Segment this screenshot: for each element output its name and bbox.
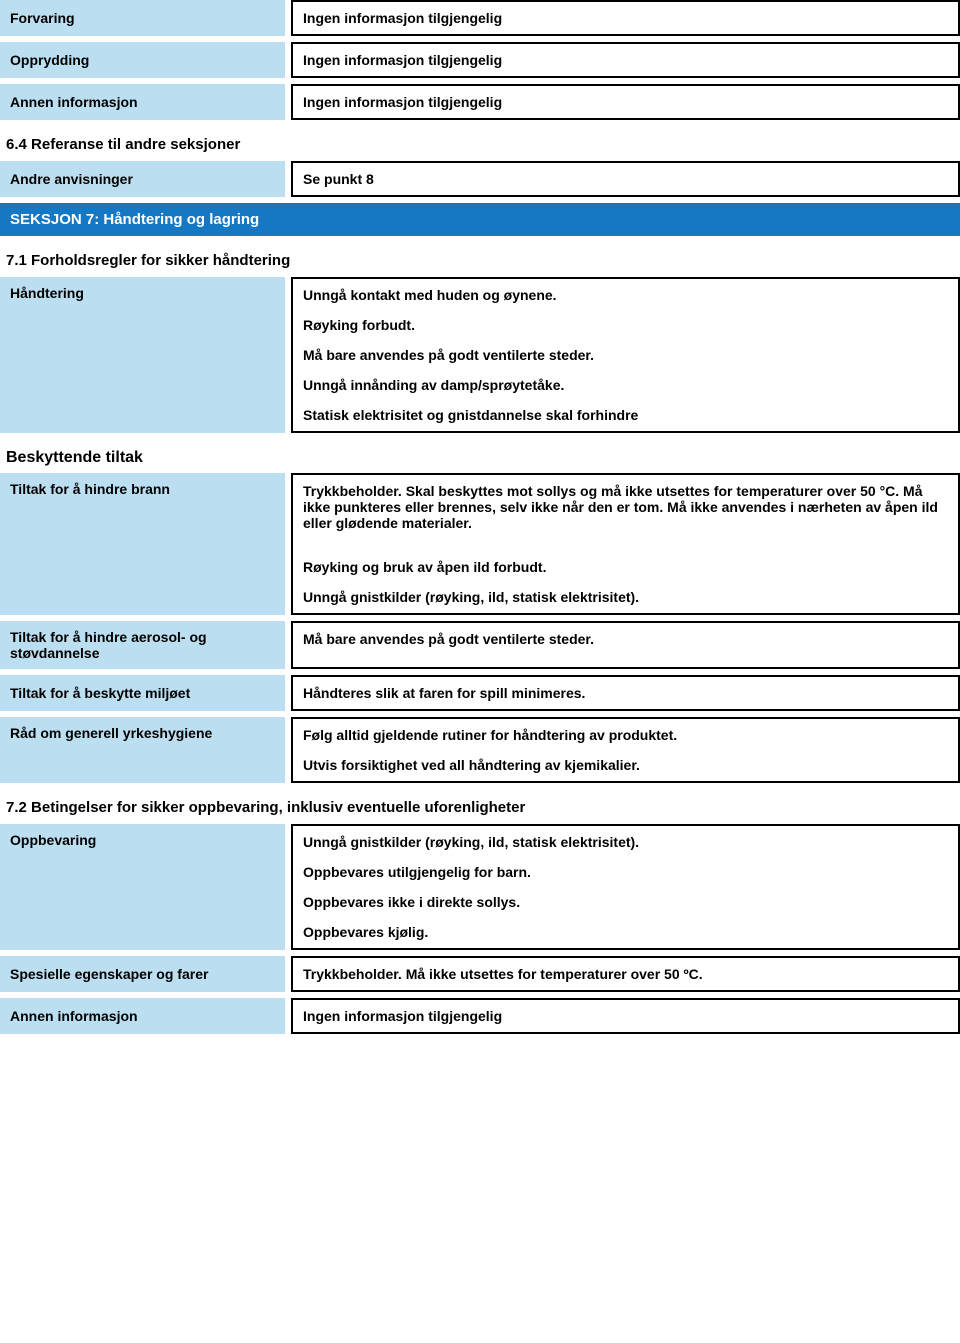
value-handtering: Unngå kontakt med huden og øynene. Røyki… — [291, 277, 960, 433]
brann-line-3: Unngå gnistkilder (røyking, ild, statisk… — [303, 589, 948, 605]
label-brann: Tiltak for å hindre brann — [0, 473, 285, 615]
label-annen-informasjon: Annen informasjon — [0, 84, 285, 120]
value-brann: Trykkbeholder. Skal beskyttes mot sollys… — [291, 473, 960, 615]
oppbevaring-line-1: Unngå gnistkilder (røyking, ild, statisk… — [303, 834, 948, 850]
handtering-line-2: Røyking forbudt. — [303, 317, 948, 333]
row-handtering: Håndtering Unngå kontakt med huden og øy… — [0, 277, 960, 433]
row-aerosol: Tiltak for å hindre aerosol- og støvdann… — [0, 621, 960, 669]
heading-beskyttende-tiltak: Beskyttende tiltak — [0, 439, 960, 473]
brann-line-1: Trykkbeholder. Skal beskyttes mot sollys… — [303, 483, 948, 531]
hygiene-line-2: Utvis forsiktighet ved all håndtering av… — [303, 757, 948, 773]
value-hygiene: Følg alltid gjeldende rutiner for håndte… — [291, 717, 960, 783]
handtering-line-5: Statisk elektrisitet og gnistdannelse sk… — [303, 407, 948, 423]
row-forvaring: Forvaring Ingen informasjon tilgjengelig — [0, 0, 960, 36]
label-miljo: Tiltak for å beskytte miljøet — [0, 675, 285, 711]
handtering-line-4: Unngå innånding av damp/sprøytetåke. — [303, 377, 948, 393]
value-aerosol: Må bare anvendes på godt ventilerte sted… — [291, 621, 960, 669]
oppbevaring-line-3: Oppbevares ikke i direkte sollys. — [303, 894, 948, 910]
label-andre-anvisninger: Andre anvisninger — [0, 161, 285, 197]
heading-6-4: 6.4 Referanse til andre seksjoner — [0, 126, 960, 161]
row-hygiene: Råd om generell yrkeshygiene Følg alltid… — [0, 717, 960, 783]
heading-7-1: 7.1 Forholdsregler for sikker håndtering — [0, 242, 960, 277]
row-andre-anvisninger: Andre anvisninger Se punkt 8 — [0, 161, 960, 197]
oppbevaring-line-4: Oppbevares kjølig. — [303, 924, 948, 940]
row-oppbevaring: Oppbevaring Unngå gnistkilder (røyking, … — [0, 824, 960, 950]
row-spesielle: Spesielle egenskaper og farer Trykkbehol… — [0, 956, 960, 992]
value-andre-anvisninger: Se punkt 8 — [291, 161, 960, 197]
section-7-header: SEKSJON 7: Håndtering og lagring — [0, 203, 960, 236]
value-annen-informasjon: Ingen informasjon tilgjengelig — [291, 84, 960, 120]
value-forvaring: Ingen informasjon tilgjengelig — [291, 0, 960, 36]
label-handtering: Håndtering — [0, 277, 285, 433]
hygiene-line-1: Følg alltid gjeldende rutiner for håndte… — [303, 727, 948, 743]
handtering-line-1: Unngå kontakt med huden og øynene. — [303, 287, 948, 303]
label-opprydding: Opprydding — [0, 42, 285, 78]
row-annen-informasjon: Annen informasjon Ingen informasjon tilg… — [0, 84, 960, 120]
heading-7-2: 7.2 Betingelser for sikker oppbevaring, … — [0, 789, 960, 824]
value-opprydding: Ingen informasjon tilgjengelig — [291, 42, 960, 78]
value-annen-info-2: Ingen informasjon tilgjengelig — [291, 998, 960, 1034]
row-annen-info-2: Annen informasjon Ingen informasjon tilg… — [0, 998, 960, 1034]
brann-line-2: Røyking og bruk av åpen ild forbudt. — [303, 559, 948, 575]
value-miljo: Håndteres slik at faren for spill minime… — [291, 675, 960, 711]
oppbevaring-line-2: Oppbevares utilgjengelig for barn. — [303, 864, 948, 880]
label-annen-info-2: Annen informasjon — [0, 998, 285, 1034]
label-hygiene: Råd om generell yrkeshygiene — [0, 717, 285, 783]
row-brann: Tiltak for å hindre brann Trykkbeholder.… — [0, 473, 960, 615]
label-oppbevaring: Oppbevaring — [0, 824, 285, 950]
label-aerosol: Tiltak for å hindre aerosol- og støvdann… — [0, 621, 285, 669]
row-opprydding: Opprydding Ingen informasjon tilgjengeli… — [0, 42, 960, 78]
value-spesielle: Trykkbeholder. Må ikke utsettes for temp… — [291, 956, 960, 992]
label-spesielle: Spesielle egenskaper og farer — [0, 956, 285, 992]
handtering-line-3: Må bare anvendes på godt ventilerte sted… — [303, 347, 948, 363]
row-miljo: Tiltak for å beskytte miljøet Håndteres … — [0, 675, 960, 711]
label-forvaring: Forvaring — [0, 0, 285, 36]
value-oppbevaring: Unngå gnistkilder (røyking, ild, statisk… — [291, 824, 960, 950]
